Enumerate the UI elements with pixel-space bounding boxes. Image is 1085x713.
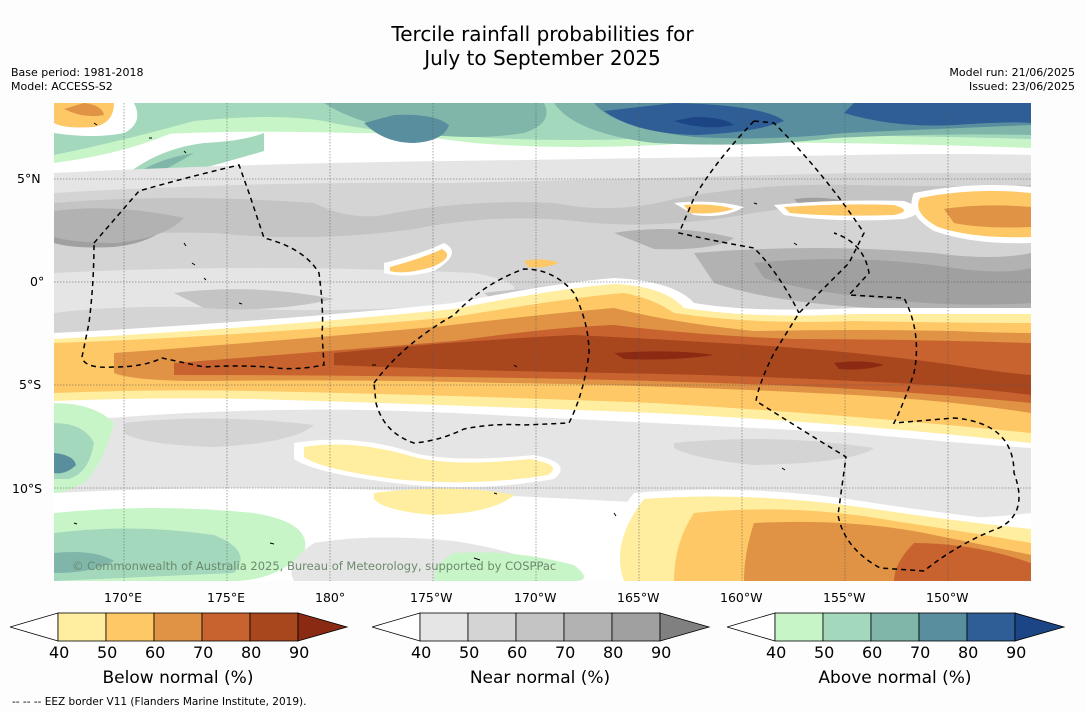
cb-near-seg-4 <box>563 612 613 642</box>
rainfall-probability-map: © Commonwealth of Australia 2025, Bureau… <box>54 103 1031 581</box>
cb-above-tick-80: 80 <box>958 643 979 662</box>
cb-above-tick-90: 90 <box>1006 643 1027 662</box>
cb-above-seg-5 <box>966 612 1016 642</box>
cb-near-tick-90: 90 <box>651 643 672 662</box>
colorbar-above-normal <box>727 612 1066 642</box>
cb-below-tick-50: 50 <box>97 643 118 662</box>
cb-near-seg-0 <box>372 612 421 642</box>
lat-label-10s: 10°S <box>12 481 43 496</box>
lon-label-155w: 155°W <box>823 590 866 605</box>
base-period: Base period: 1981-2018 <box>11 66 144 79</box>
issued-date: Issued: 23/06/2025 <box>968 80 1075 93</box>
lon-label-165w: 165°W <box>617 590 660 605</box>
cb-near-tick-80: 80 <box>603 643 624 662</box>
cb-below-tick-90: 90 <box>289 643 310 662</box>
eez-border-line-islands <box>753 120 1020 572</box>
eez-footnote: -- -- -- EEZ border V11 (Flanders Marine… <box>12 696 307 708</box>
lon-label-175w: 175°W <box>410 590 453 605</box>
cb-above-tick-40: 40 <box>766 643 787 662</box>
lon-label-180: 180° <box>315 590 346 605</box>
colorbar-below-normal <box>10 612 349 642</box>
south-region <box>54 403 1031 581</box>
island-markers <box>73 122 798 561</box>
map-title: Tercile rainfall probabilities for July … <box>0 22 1085 70</box>
colorbar-near-normal <box>372 612 711 642</box>
cb-below-tick-70: 70 <box>193 643 214 662</box>
cb-below-tick-60: 60 <box>145 643 166 662</box>
meta-left: Base period: 1981-2018 Model: ACCESS-S2 <box>11 66 143 94</box>
copyright-notice: © Commonwealth of Australia 2025, Bureau… <box>72 559 556 573</box>
cb-near-tick-60: 60 <box>507 643 528 662</box>
cb-above-seg-4 <box>918 612 968 642</box>
cb-above-seg-0 <box>727 612 776 642</box>
model-run-date: Model run: 21/06/2025 <box>949 66 1075 79</box>
lat-label-5n: 5°N <box>17 171 41 186</box>
eez-border-central <box>677 120 800 314</box>
lat-label-5s: 5°S <box>19 377 42 392</box>
below-normal-band <box>54 278 1031 453</box>
cb-near-seg-3 <box>515 612 565 642</box>
cb-below-tick-80: 80 <box>241 643 262 662</box>
model-name: Model: ACCESS-S2 <box>11 80 113 93</box>
lat-label-0: 0° <box>30 274 45 289</box>
cb-above-seg-6 <box>1014 612 1066 642</box>
legend-title-near: Near normal (%) <box>469 668 611 688</box>
cb-near-seg-1 <box>419 612 469 642</box>
cb-below-seg-1 <box>57 612 107 642</box>
legend-title-above: Above normal (%) <box>818 668 972 688</box>
cb-above-tick-60: 60 <box>862 643 883 662</box>
meta-right: Model run: 21/06/2025 Issued: 23/06/2025 <box>949 66 1075 94</box>
cb-above-seg-1 <box>774 612 824 642</box>
lon-label-150w: 150°W <box>926 590 969 605</box>
cb-below-seg-2 <box>105 612 155 642</box>
lon-label-170w: 170°W <box>514 590 557 605</box>
cb-below-seg-6 <box>297 612 349 642</box>
lon-label-175e: 175°E <box>207 590 246 605</box>
title-line-1: Tercile rainfall probabilities for <box>391 22 694 46</box>
eez-borders <box>81 120 1020 572</box>
gridlines <box>54 103 1031 581</box>
eez-border-kiribati-gilbert <box>81 164 325 370</box>
legend-title-below: Below normal (%) <box>102 668 254 688</box>
cb-near-tick-50: 50 <box>459 643 480 662</box>
cb-below-seg-0 <box>10 612 59 642</box>
cb-near-tick-40: 40 <box>411 643 432 662</box>
lon-label-160w: 160°W <box>720 590 763 605</box>
lon-label-170e: 170°E <box>104 590 143 605</box>
cb-near-tick-70: 70 <box>555 643 576 662</box>
title-line-2: July to September 2025 <box>424 46 661 70</box>
cb-near-seg-6 <box>659 612 711 642</box>
north-above-normal-region <box>54 103 1031 188</box>
eez-border-phoenix <box>373 268 590 444</box>
cb-below-tick-40: 40 <box>49 643 70 662</box>
cb-above-tick-70: 70 <box>910 643 931 662</box>
cb-below-seg-4 <box>201 612 251 642</box>
cb-near-seg-5 <box>611 612 661 642</box>
cb-above-tick-50: 50 <box>814 643 835 662</box>
cb-below-seg-5 <box>249 612 299 642</box>
cb-above-seg-3 <box>870 612 920 642</box>
cb-above-seg-2 <box>822 612 872 642</box>
cb-near-seg-2 <box>467 612 517 642</box>
cb-below-seg-3 <box>153 612 203 642</box>
